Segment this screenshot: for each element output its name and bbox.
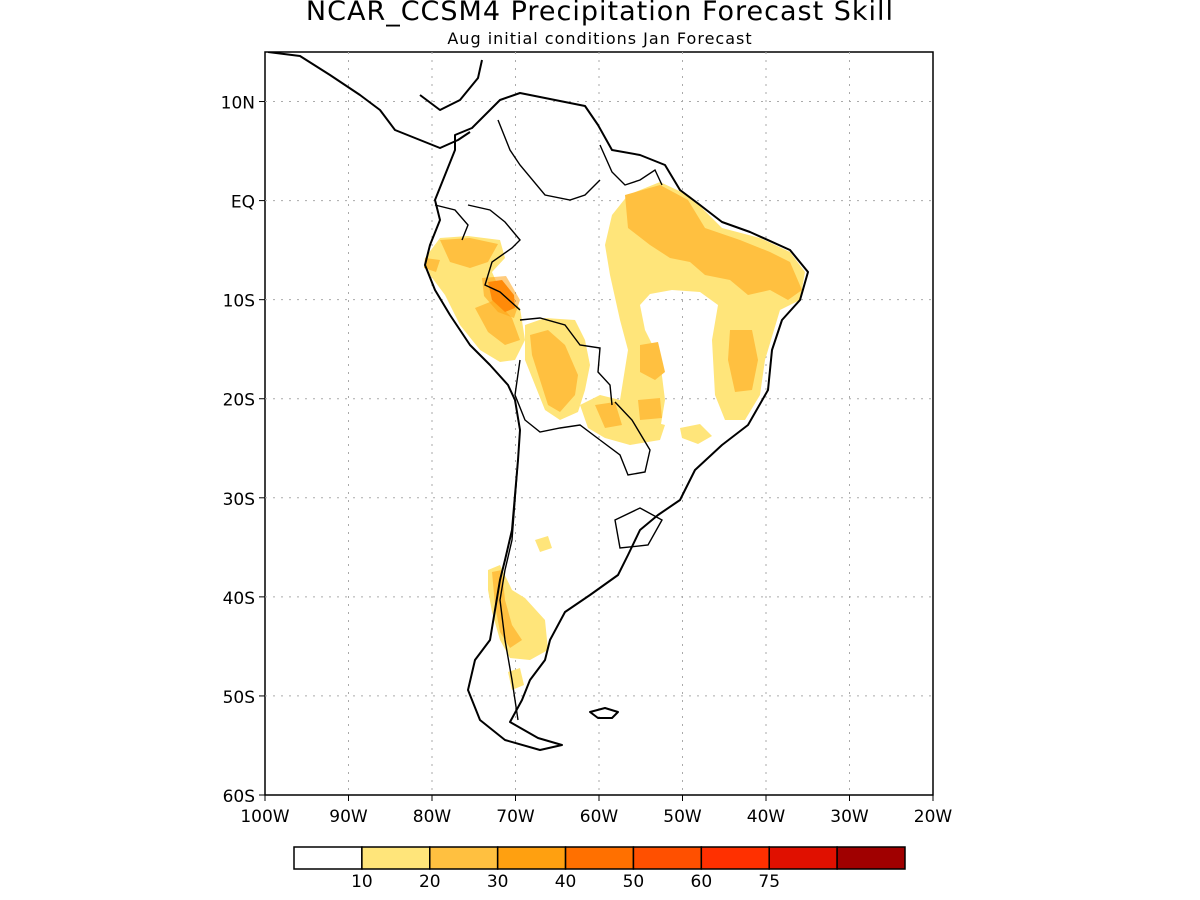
colorbar-swatch bbox=[768, 846, 838, 870]
lat-tick-label: 30S bbox=[223, 490, 255, 510]
colorbar-label: 50 bbox=[623, 872, 645, 892]
lat-tick-label: 50S bbox=[223, 688, 255, 708]
colorbar-label: 10 bbox=[351, 872, 373, 892]
latitude-labels: 10N EQ 10S 20S 30S 40S 50S 60S bbox=[221, 94, 265, 807]
lon-tick-label: 80W bbox=[413, 807, 452, 827]
colorbar-swatch bbox=[632, 846, 703, 870]
lon-tick-label: 70W bbox=[496, 807, 535, 827]
border-guianas bbox=[599, 144, 663, 186]
colorbar-swatch bbox=[496, 846, 567, 870]
skill-region-peru-20 bbox=[424, 238, 520, 345]
colorbar-label: 40 bbox=[555, 872, 577, 892]
chart-subtitle: Aug initial conditions Jan Forecast bbox=[447, 29, 753, 48]
border-paraguay bbox=[599, 401, 651, 476]
border-colombia-peru bbox=[467, 204, 521, 311]
lat-tick-label: 20S bbox=[223, 391, 255, 411]
country-borders bbox=[434, 119, 663, 721]
chart-title: NCAR_CCSM4 Precipitation Forecast Skill bbox=[305, 0, 895, 27]
border-colombia-venezuela bbox=[497, 119, 601, 201]
lon-tick-label: 60W bbox=[580, 807, 619, 827]
colorbar-swatch bbox=[836, 846, 906, 870]
lon-tick-label: 20W bbox=[914, 807, 953, 827]
colorbar-swatch bbox=[429, 846, 499, 870]
lon-tick-label: 100W bbox=[240, 807, 289, 827]
skill-region-east-20 bbox=[728, 330, 758, 392]
coastline-central-america bbox=[267, 52, 483, 149]
longitude-labels: 100W 90W 80W 70W 60W 50W 40W 30W 20W bbox=[240, 795, 952, 827]
colorbar-swatch bbox=[700, 846, 770, 870]
colorbar-label: 60 bbox=[691, 872, 713, 892]
border-ecuador bbox=[434, 204, 469, 241]
lat-tick-label: 40S bbox=[223, 589, 255, 609]
lon-tick-label: 30W bbox=[830, 807, 869, 827]
skill-region-central-20 bbox=[640, 342, 665, 380]
colorbar-label: 20 bbox=[419, 872, 441, 892]
skill-region-peru-30b bbox=[482, 276, 520, 318]
border-argentina-chile bbox=[499, 459, 519, 721]
colorbar-swatch bbox=[361, 846, 431, 870]
lat-tick-label: EQ bbox=[231, 193, 255, 213]
border-brazil-bolivia bbox=[519, 317, 613, 406]
skill-region-se-small bbox=[680, 424, 712, 444]
colorbar-label: 75 bbox=[758, 872, 780, 892]
skill-region-pantanal-20 bbox=[595, 398, 662, 428]
coastline-south-america bbox=[424, 92, 809, 751]
border-bolivia-chile bbox=[514, 359, 601, 441]
lon-tick-label: 40W bbox=[747, 807, 786, 827]
coastlines bbox=[267, 52, 809, 751]
border-uruguay bbox=[614, 507, 663, 549]
lat-tick-label: 10N bbox=[221, 94, 255, 114]
skill-region-bolivia-20 bbox=[530, 330, 578, 412]
skill-region-patagonia-20 bbox=[492, 570, 522, 648]
skill-shading bbox=[424, 182, 805, 690]
skill-region-argentina-small bbox=[535, 536, 552, 552]
coastline-falklands bbox=[589, 707, 619, 719]
skill-region-ne-brazil-20 bbox=[625, 185, 802, 300]
lon-tick-label: 90W bbox=[329, 807, 368, 827]
lon-tick-label: 50W bbox=[663, 807, 702, 827]
colorbar-swatch bbox=[564, 846, 635, 870]
lat-tick-label: 10S bbox=[223, 292, 255, 312]
lat-tick-label: 60S bbox=[223, 787, 255, 807]
colorbar-label: 30 bbox=[487, 872, 509, 892]
colorbar-swatch bbox=[293, 846, 363, 870]
color-bar: 10 20 30 40 50 60 75 bbox=[293, 846, 906, 892]
